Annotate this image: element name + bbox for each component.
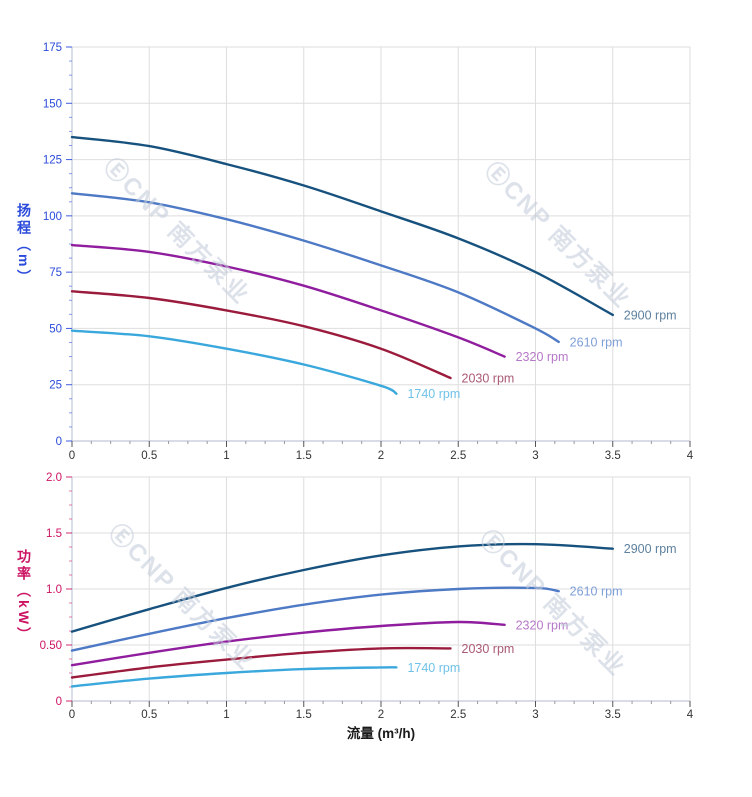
ticks [66, 476, 691, 707]
y-tick-label: 50 [49, 323, 62, 335]
x-tick-label: 4 [687, 450, 694, 462]
tick-labels: 0 0.5 1 1.5 2 2.5 3 3.5 4 0 25 50 75 100 125 150 175 [43, 42, 694, 462]
curve-2320-rpm [70, 243, 506, 358]
x-tick-label: 0.5 [141, 450, 157, 462]
power-axis-title: 功率（kW） [16, 549, 32, 644]
x-tick-label: 3.5 [605, 709, 621, 721]
x-tick-label: 3 [532, 450, 538, 462]
y-tick-label: 0.50 [40, 640, 62, 652]
head-vs-flow-chart: 0 0.5 1 1.5 2 2.5 3 3.5 4 0 25 50 75 100 125 150 175 2900… [43, 42, 694, 462]
x-tick-label: 1.5 [296, 450, 312, 462]
y-tick-label: 0 [56, 436, 62, 448]
flow-axis-title: 流量 (m³/h) [346, 726, 416, 741]
curve-label-2030-rpm: 2030 rpm [462, 642, 515, 656]
x-tick-label: 0 [69, 709, 75, 721]
curve-label-2900-rpm: 2900 rpm [624, 542, 677, 556]
y-tick-label: 25 [49, 380, 62, 392]
y-tick-label: 1.5 [46, 528, 62, 540]
curve-2030-rpm [70, 290, 452, 380]
curve-label-2900-rpm: 2900 rpm [624, 308, 677, 322]
y-tick-label: 150 [43, 98, 62, 110]
x-tick-label: 2 [378, 709, 384, 721]
curve-label-2610-rpm: 2610 rpm [570, 585, 623, 599]
curve-label-2030-rpm: 2030 rpm [462, 371, 515, 385]
x-tick-label: 3.5 [605, 450, 621, 462]
x-tick-label: 4 [687, 709, 694, 721]
curve-2610-rpm [70, 192, 560, 344]
curve-label-1740-rpm: 1740 rpm [407, 661, 460, 675]
curve-2900-rpm [70, 135, 614, 317]
y-tick-label: 2.0 [46, 472, 62, 484]
gridlines [72, 476, 691, 701]
x-tick-label: 0 [69, 450, 75, 462]
x-tick-label: 1.5 [296, 709, 312, 721]
curve-2610-rpm [70, 586, 560, 652]
ticks [66, 46, 691, 447]
tick-labels: 0 0.5 1 1.5 2 2.5 3 3.5 4 0 0.50 1.0 1.5 2.0 [40, 472, 694, 721]
curve-1740-rpm [70, 666, 398, 688]
curve-2030-rpm [70, 646, 452, 679]
y-tick-label: 75 [49, 267, 62, 279]
gridlines [72, 46, 691, 441]
x-tick-label: 0.5 [141, 709, 157, 721]
x-tick-label: 2.5 [450, 709, 466, 721]
y-tick-label: 0 [56, 696, 62, 708]
y-tick-label: 1.0 [46, 584, 62, 596]
curve-2900-rpm [70, 542, 614, 633]
curve-label-2320-rpm: 2320 rpm [516, 618, 569, 632]
x-tick-label: 2.5 [450, 450, 466, 462]
curve-1740-rpm [70, 329, 398, 395]
y-tick-label: 175 [43, 42, 62, 54]
curve-label-1740-rpm: 1740 rpm [407, 387, 460, 401]
curve-2320-rpm [70, 620, 506, 667]
curve-label-2320-rpm: 2320 rpm [516, 350, 569, 364]
y-tick-label: 125 [43, 155, 62, 167]
x-tick-label: 3 [532, 709, 538, 721]
x-tick-label: 1 [223, 450, 229, 462]
x-tick-label: 2 [378, 450, 384, 462]
curve-label-2610-rpm: 2610 rpm [570, 335, 623, 349]
y-tick-label: 100 [43, 211, 62, 223]
head-axis-title: 扬程（m） [16, 203, 32, 287]
x-tick-label: 1 [223, 709, 229, 721]
